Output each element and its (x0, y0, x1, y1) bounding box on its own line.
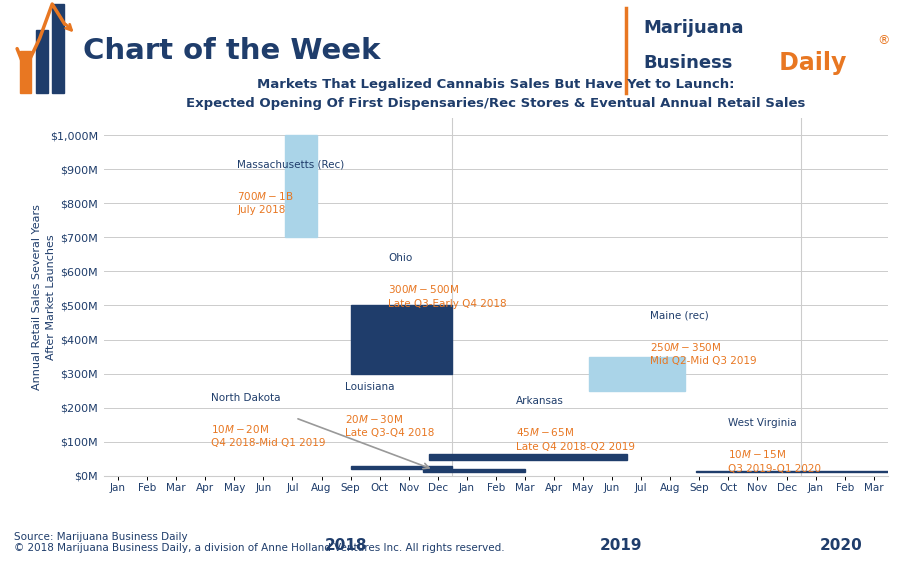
Text: Chart of the Week: Chart of the Week (83, 37, 381, 65)
Text: Business: Business (644, 54, 733, 72)
Text: $300M-$500M
Late Q3-Early Q4 2018: $300M-$500M Late Q3-Early Q4 2018 (389, 283, 507, 309)
Text: Massachusetts (Rec): Massachusetts (Rec) (238, 159, 345, 169)
Text: $45M-$65M
Late Q4 2018-Q2 2019: $45M-$65M Late Q4 2018-Q2 2019 (517, 426, 635, 452)
Text: ®: ® (878, 34, 890, 47)
Text: Arkansas: Arkansas (517, 396, 564, 406)
Bar (20, 51, 32, 93)
Text: Ohio: Ohio (389, 253, 412, 263)
Bar (351, 306, 453, 374)
Text: North Dakota: North Dakota (211, 392, 281, 403)
Bar (589, 356, 685, 391)
Bar (429, 454, 626, 461)
Bar (285, 135, 317, 238)
Y-axis label: Annual Retail Sales Several Years
After Market Launches: Annual Retail Sales Several Years After … (32, 204, 57, 390)
Text: West Virginia: West Virginia (728, 418, 797, 428)
Text: 2018: 2018 (325, 538, 368, 553)
Text: Maine (rec): Maine (rec) (650, 311, 708, 321)
Text: $700M-$1B
July 2018: $700M-$1B July 2018 (238, 190, 293, 215)
Bar (36, 30, 48, 93)
Bar (351, 466, 453, 469)
Text: $250M-$350M
Mid Q2-Mid Q3 2019: $250M-$350M Mid Q2-Mid Q3 2019 (650, 341, 757, 367)
Text: Source: Marijuana Business Daily: Source: Marijuana Business Daily (14, 531, 187, 542)
Bar (697, 471, 897, 472)
Text: $10M-$15M
Q3 2019-Q1 2020: $10M-$15M Q3 2019-Q1 2020 (728, 449, 822, 473)
Text: Marijuana: Marijuana (644, 19, 744, 37)
Text: © 2018 Marijuana Business Daily, a division of Anne Holland Ventures Inc. All ri: © 2018 Marijuana Business Daily, a divis… (14, 543, 504, 553)
Title: Markets That Legalized Cannabis Sales But Have Yet to Launch:
Expected Opening O: Markets That Legalized Cannabis Sales Bu… (186, 78, 806, 110)
Text: $20M-$30M
Late Q3-Q4 2018: $20M-$30M Late Q3-Q4 2018 (345, 413, 434, 438)
Text: $10M-$20M
Q4 2018-Mid Q1 2019: $10M-$20M Q4 2018-Mid Q1 2019 (211, 423, 326, 448)
Text: 2020: 2020 (820, 538, 863, 553)
Bar (52, 4, 64, 93)
Text: Louisiana: Louisiana (345, 382, 394, 392)
Text: 2019: 2019 (599, 538, 643, 553)
Bar (423, 469, 525, 472)
Text: Daily: Daily (771, 51, 847, 75)
